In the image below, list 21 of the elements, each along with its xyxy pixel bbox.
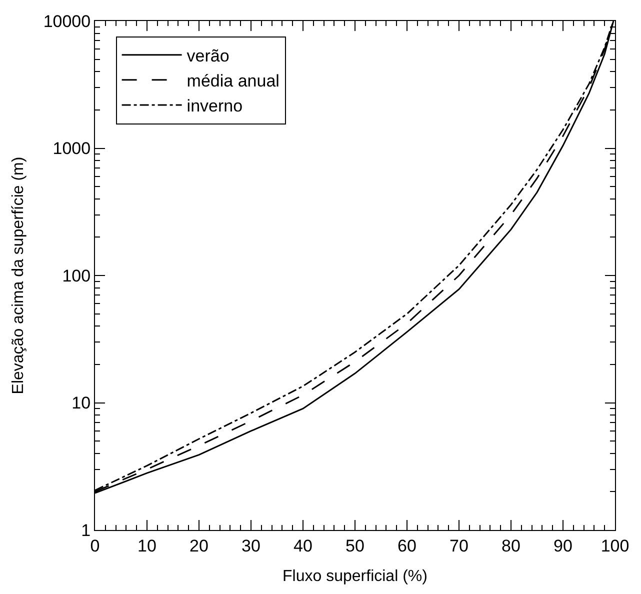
- x-tick-label: 60: [398, 536, 416, 556]
- x-axis-title: Fluxo superficial (%): [282, 568, 428, 586]
- x-tick-label: 30: [242, 536, 260, 556]
- x-tick-label: 40: [294, 536, 312, 556]
- x-tick-label: 70: [450, 536, 468, 556]
- x-tick-label: 10: [138, 536, 156, 556]
- x-tick-label: 50: [346, 536, 364, 556]
- y-tick-label: 10: [72, 394, 91, 413]
- y-tick-label: 100: [62, 266, 91, 286]
- x-tick-label: 100: [600, 536, 630, 556]
- x-tick-label: 0: [90, 536, 100, 556]
- legend-label: inverno: [186, 96, 243, 116]
- legend-label: média anual: [186, 72, 280, 91]
- y-tick-label: 10000: [43, 12, 91, 31]
- x-tick-label: 90: [554, 536, 572, 556]
- y-tick-label: 1000: [52, 139, 91, 158]
- x-tick-label: 20: [190, 536, 208, 556]
- y-tick-label: 1: [81, 520, 91, 540]
- legend-label: verão: [186, 46, 230, 66]
- y-axis-title: Elevação acima da superfície (m): [10, 156, 28, 394]
- x-tick-label: 80: [502, 536, 520, 556]
